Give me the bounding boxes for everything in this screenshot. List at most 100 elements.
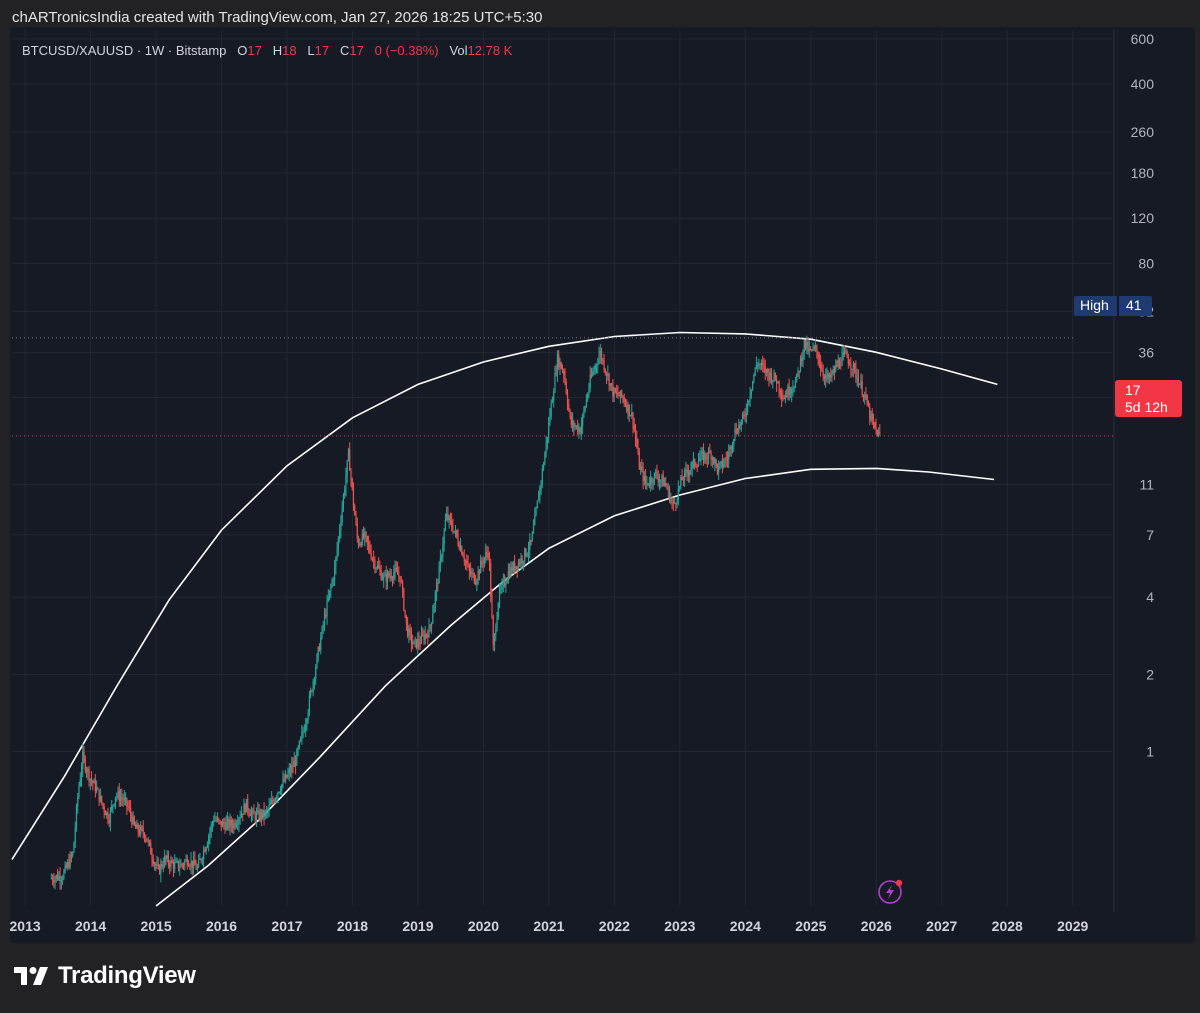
candle-body <box>282 779 284 785</box>
x-tick-label: 2025 <box>795 918 826 934</box>
candle-body <box>787 386 789 397</box>
candle-body <box>317 646 319 655</box>
candle-body <box>510 566 512 577</box>
candle-body <box>675 503 677 504</box>
candle-body <box>112 805 114 807</box>
candle-body <box>553 392 555 401</box>
candle-body <box>226 819 229 823</box>
candle-body <box>582 414 584 426</box>
candle-body <box>550 403 552 417</box>
candle-body <box>279 791 282 792</box>
candle-body <box>398 574 400 577</box>
candle-body <box>315 667 317 679</box>
candle-body <box>218 818 220 821</box>
candle-body <box>162 865 164 867</box>
candle-body <box>96 788 98 792</box>
candle-body <box>461 546 463 555</box>
candle-body <box>757 364 759 366</box>
candle-body <box>488 556 491 564</box>
candle-body <box>626 404 628 412</box>
candle-body <box>564 374 566 382</box>
candle-body <box>850 365 852 369</box>
candle-body <box>565 381 567 394</box>
candle-body <box>716 464 718 473</box>
candle-body <box>70 855 73 857</box>
x-tick-label: 2014 <box>75 918 106 934</box>
candle-body <box>200 859 202 861</box>
candle-body <box>852 363 854 370</box>
candle-body <box>328 590 331 598</box>
candle-body <box>804 339 807 348</box>
candle-body <box>401 581 404 590</box>
candle-body <box>486 552 488 554</box>
reference-lines <box>12 337 1115 437</box>
candle-body <box>252 810 254 813</box>
candle-body <box>255 812 258 821</box>
candle-body <box>777 381 779 384</box>
candle-body <box>786 395 788 397</box>
candle-body <box>225 822 227 830</box>
candle-body <box>364 532 366 538</box>
candle-body <box>238 819 240 824</box>
x-tick-label: 2027 <box>926 918 957 934</box>
candle-body <box>792 388 794 390</box>
candle-body <box>213 820 215 823</box>
candle-body <box>670 499 672 502</box>
candle-body <box>248 810 250 814</box>
candle-body <box>195 865 197 870</box>
candle-body <box>271 799 273 804</box>
y-tick-label: 180 <box>1131 165 1155 181</box>
x-tick-label: 2020 <box>468 918 499 934</box>
candle-body <box>482 562 484 564</box>
candle-body <box>62 878 64 880</box>
chart-panel[interactable] <box>10 27 1195 943</box>
candle-body <box>386 572 389 583</box>
candle-body <box>287 773 289 778</box>
y-tick-label: 2 <box>1146 666 1154 682</box>
candle-body <box>344 489 346 496</box>
candle-body <box>801 357 803 362</box>
candle-body <box>876 429 878 437</box>
candle-body <box>123 798 125 801</box>
candle-body <box>181 864 183 865</box>
candle-body <box>278 791 280 793</box>
candle-body <box>360 543 362 546</box>
candle-body <box>631 412 633 416</box>
candle-body <box>710 452 712 460</box>
candle-body <box>507 570 509 580</box>
y-tick-label: 11 <box>1139 476 1154 492</box>
candle-body <box>822 371 824 377</box>
candle-body <box>142 828 144 834</box>
candle-body <box>230 819 232 826</box>
candle-body <box>733 438 735 445</box>
candle-body <box>313 678 316 682</box>
candle-body <box>151 854 153 860</box>
candle-body <box>82 751 84 770</box>
candle-body <box>250 812 253 817</box>
candle-body <box>153 863 156 865</box>
candle-body <box>760 362 763 365</box>
candle-body <box>434 592 436 605</box>
candle-body <box>302 731 304 733</box>
candle-body <box>203 850 205 860</box>
y-tick-label: 260 <box>1131 124 1155 140</box>
candle-body <box>476 580 478 585</box>
last-price-tag: 17 5d 12h <box>1115 380 1182 417</box>
candle-body <box>409 628 411 633</box>
candle-body <box>638 451 640 470</box>
candle-body <box>148 840 151 843</box>
candle-body <box>407 622 409 637</box>
candle-body <box>585 399 588 407</box>
candle-body <box>652 482 654 484</box>
candle-body <box>292 765 294 767</box>
candle-body <box>59 875 61 882</box>
candle-body <box>433 604 435 614</box>
high-tag-value: 41 <box>1126 297 1142 313</box>
candle-body <box>208 836 210 845</box>
candle-body <box>588 387 590 395</box>
candle-body <box>780 393 783 399</box>
lightning-icon[interactable] <box>877 878 903 904</box>
candle-body <box>254 814 256 821</box>
candle-body <box>813 347 815 349</box>
